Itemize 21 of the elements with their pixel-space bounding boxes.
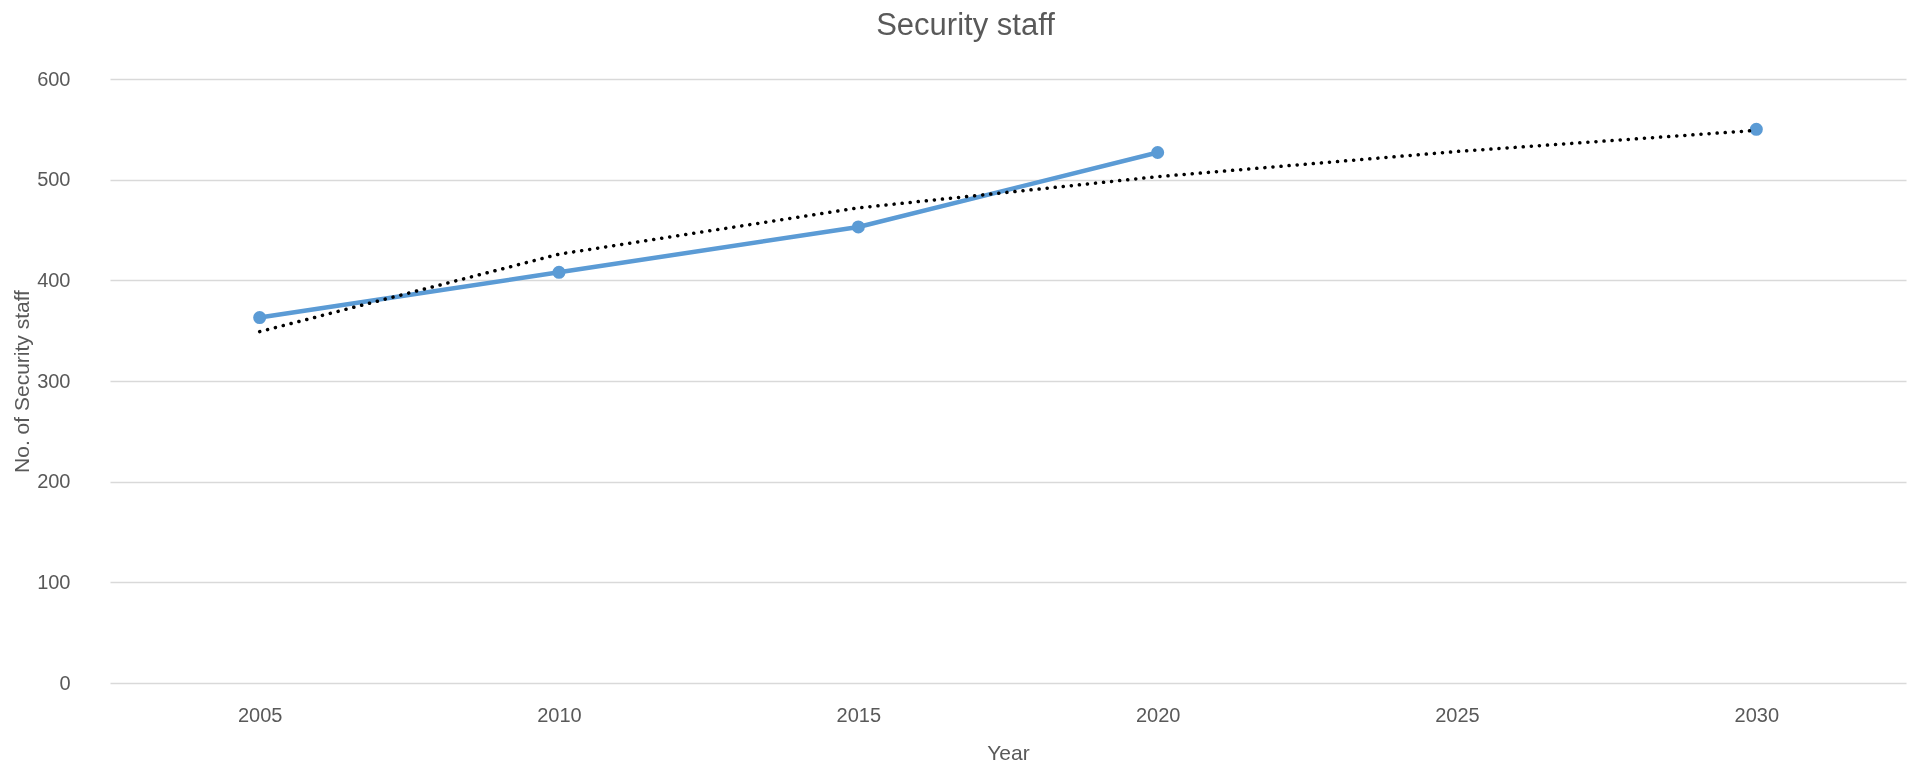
x-tick-label: 2015 [836, 703, 882, 726]
x-axis-title: Year [987, 740, 1030, 764]
y-tick-label: 100 [37, 570, 71, 593]
x-tick-label: 2020 [1135, 703, 1181, 726]
x-tick-label: 2010 [537, 703, 582, 726]
point [552, 265, 566, 279]
y-tick-label: 500 [37, 168, 71, 191]
point [851, 220, 865, 234]
point [1749, 122, 1763, 136]
y-tick-label: 400 [37, 268, 71, 291]
y-axis-title: No. of Security staff [10, 289, 34, 473]
point [1151, 145, 1165, 159]
y-tick-label: 300 [37, 369, 71, 392]
y-tick-label: 0 [59, 671, 71, 694]
x-tick-label: 2005 [237, 703, 283, 726]
x-tick-label: 2025 [1435, 703, 1480, 726]
y-tick-label: 600 [37, 67, 71, 90]
x-tick-label: 2030 [1734, 703, 1780, 726]
y-tick-label: 200 [37, 470, 71, 493]
chart-title: Security staff [876, 7, 1056, 42]
point [253, 311, 267, 325]
